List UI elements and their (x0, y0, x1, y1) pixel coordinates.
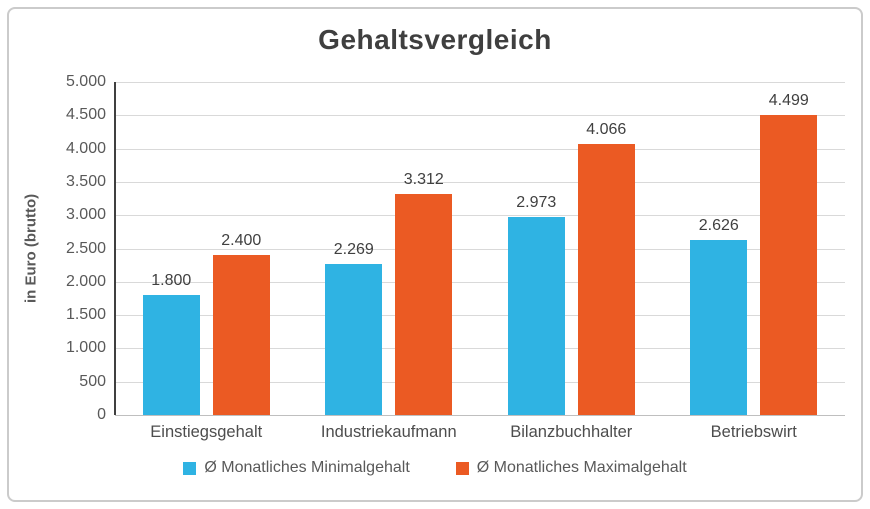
legend-label: Ø Monatliches Minimalgehalt (204, 459, 410, 476)
gridline (115, 315, 845, 317)
y-tick-label: 4.500 (65, 106, 106, 124)
value-label: 2.269 (333, 240, 374, 258)
y-tick-label: 2.500 (65, 239, 106, 257)
x-axis-labels: Einstiegsgehalt Industriekaufmann Bilanzbu… (115, 423, 845, 442)
legend: Ø Monatliches Minimalgehalt Ø Monatliches… (0, 459, 870, 477)
value-label: 4.499 (768, 92, 809, 110)
gridline (115, 181, 845, 183)
min-salary-bar: 2.269 (325, 241, 383, 415)
min-salary-bar: 2.626 (690, 217, 748, 415)
value-label: 2.973 (516, 194, 557, 211)
x-axis-label: Betriebswirt (710, 423, 797, 441)
legend-swatch (183, 461, 197, 475)
value-label: 1.800 (151, 272, 192, 290)
gridline (115, 381, 845, 383)
y-tick-label: 4.000 (65, 139, 106, 157)
value-label: 2.400 (221, 232, 262, 250)
legend-item: Ø Monatliches Minimalgehalt (183, 459, 410, 477)
value-label: 4.066 (586, 121, 627, 139)
x-axis-label: Bilanzbuchhalter (510, 423, 633, 441)
gridline (115, 82, 845, 83)
y-axis-line (114, 82, 116, 415)
plot-area: 1.800 2.400 2.269 3.312 2.973 4.066 2.626 4.499 (114, 82, 845, 416)
bar-group: 2.269 3.312 (298, 82, 481, 415)
y-axis-tick-labels: 5.000 4.500 4.000 3.500 3.000 2.500 2.000 1.500… (40, 73, 106, 423)
max-salary-bar: 4.066 (577, 121, 635, 415)
min-salary-bar: 1.800 (142, 272, 200, 415)
legend-label: Ø Monatliches Maximalgehalt (476, 459, 687, 476)
gridline (115, 348, 845, 350)
y-tick-label: 0 (97, 406, 106, 423)
bar-group: 2.973 4.066 (480, 82, 663, 415)
x-axis-baseline (115, 415, 845, 416)
y-tick-label: 3.000 (65, 206, 106, 224)
max-salary-bar: 4.499 (760, 92, 818, 415)
legend-item: Ø Monatliches Maximalgehalt (455, 459, 687, 477)
bar-group: 1.800 2.400 (115, 82, 298, 415)
gridline (115, 115, 845, 117)
y-tick-label: 1.000 (65, 339, 106, 357)
y-tick-label: 500 (79, 372, 106, 390)
x-axis-label: Einstiegsgehalt (150, 423, 263, 441)
min-salary-bar: 2.973 (507, 194, 565, 415)
max-salary-bar: 2.400 (212, 232, 270, 415)
y-tick-label: 3.500 (65, 172, 106, 190)
gridline (115, 148, 845, 150)
bar-groups: 1.800 2.400 2.269 3.312 2.973 4.066 2.626 4.499 (115, 82, 845, 415)
max-salary-bar: 3.312 (395, 171, 453, 415)
gridline (115, 281, 845, 283)
value-label: 2.626 (698, 217, 739, 235)
legend-swatch (455, 461, 469, 475)
y-axis-title: in Euro (brutto) (22, 193, 40, 304)
gridline (115, 215, 845, 217)
value-label: 3.312 (403, 171, 444, 189)
bar-group: 2.626 4.499 (663, 82, 846, 415)
y-tick-label: 5.000 (65, 73, 106, 90)
y-tick-label: 1.500 (65, 306, 106, 324)
chart-title: Gehaltsvergleich (318, 24, 552, 55)
y-tick-label: 2.000 (65, 272, 106, 290)
gridline (115, 248, 845, 250)
x-axis-label: Industriekaufmann (320, 423, 457, 441)
